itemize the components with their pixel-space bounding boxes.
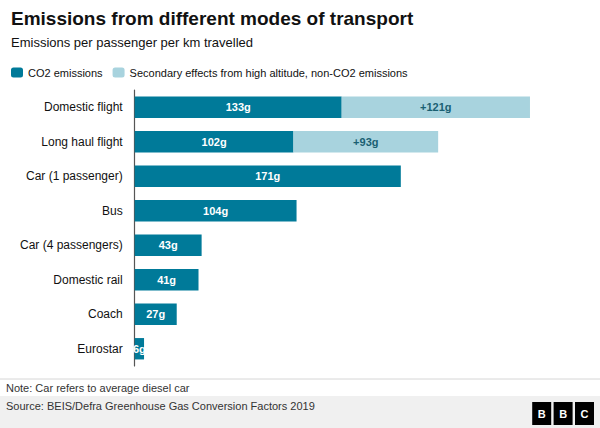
- svg-text:171g: 171g: [255, 170, 280, 182]
- svg-text:Note: Car refers to average di: Note: Car refers to average diesel car: [6, 382, 190, 394]
- svg-text:Emissions per passenger per km: Emissions per passenger per km travelled: [11, 35, 253, 50]
- svg-text:Bus: Bus: [102, 204, 123, 218]
- svg-text:C: C: [581, 408, 589, 420]
- svg-text:B: B: [538, 408, 546, 420]
- svg-text:133g: 133g: [226, 101, 251, 113]
- svg-text:Domestic flight: Domestic flight: [44, 100, 123, 114]
- svg-text:Source: BEIS/Defra Greenhouse: Source: BEIS/Defra Greenhouse Gas Conver…: [6, 400, 315, 412]
- svg-text:104g: 104g: [203, 205, 228, 217]
- svg-text:Car (4 passengers): Car (4 passengers): [20, 238, 123, 252]
- svg-text:CO2 emissions: CO2 emissions: [28, 67, 103, 79]
- svg-text:Emissions from different modes: Emissions from different modes of transp…: [11, 8, 414, 29]
- svg-text:43g: 43g: [159, 239, 178, 251]
- svg-text:41g: 41g: [157, 274, 176, 286]
- svg-text:Car (1 passenger): Car (1 passenger): [26, 169, 123, 183]
- svg-text:27g: 27g: [146, 308, 165, 320]
- svg-text:B: B: [559, 408, 567, 420]
- svg-text:Coach: Coach: [88, 307, 123, 321]
- svg-text:+93g: +93g: [353, 136, 378, 148]
- svg-text:+121g: +121g: [420, 101, 452, 113]
- svg-text:Domestic rail: Domestic rail: [53, 273, 122, 287]
- svg-text:Eurostar: Eurostar: [77, 342, 122, 356]
- svg-text:Secondary effects from high al: Secondary effects from high altitude, no…: [130, 67, 408, 79]
- svg-text:102g: 102g: [202, 136, 227, 148]
- svg-text:6g: 6g: [133, 343, 146, 355]
- svg-text:Long haul flight: Long haul flight: [41, 135, 123, 149]
